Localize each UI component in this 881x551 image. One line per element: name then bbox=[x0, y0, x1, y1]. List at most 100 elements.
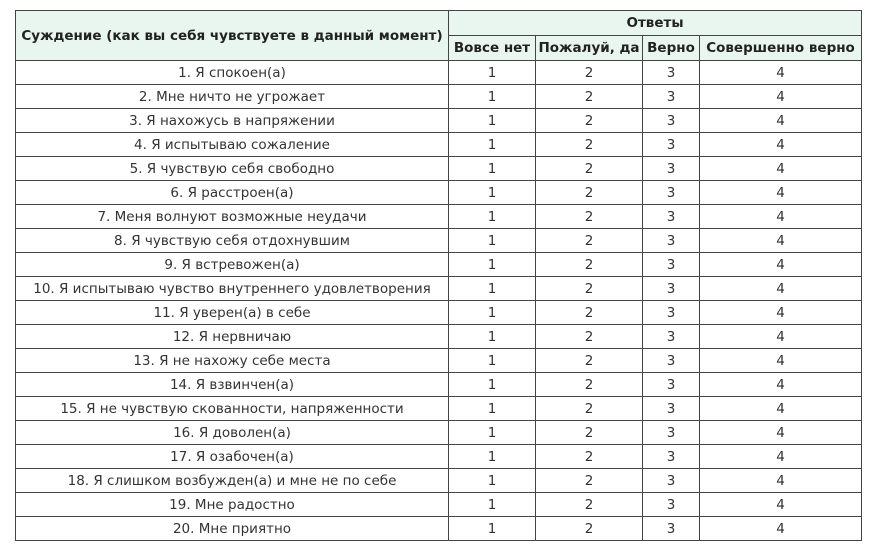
score-cell: 3 bbox=[642, 204, 700, 229]
score-cell: 1 bbox=[448, 444, 536, 469]
score-cell: 3 bbox=[642, 84, 700, 109]
table-header: Суждение (как вы себя чувствуете в данны… bbox=[15, 10, 863, 61]
score-cell: 1 bbox=[448, 372, 536, 397]
statement-cell: 1. Я спокоен(а) bbox=[15, 60, 449, 85]
column-header: Вовсе нет bbox=[448, 35, 536, 61]
table-row: 20. Мне приятно 1 2 3 4 bbox=[15, 516, 863, 541]
table-row: 1. Я спокоен(а) 1 2 3 4 bbox=[15, 60, 863, 85]
score-cell: 4 bbox=[698, 420, 863, 445]
statement-cell: 7. Меня волнуют возможные неудачи bbox=[15, 204, 449, 229]
score-cell: 1 bbox=[448, 420, 536, 445]
score-cell: 2 bbox=[535, 372, 643, 397]
score-cell: 2 bbox=[535, 324, 643, 349]
statement-cell: 9. Я встревожен(а) bbox=[15, 252, 449, 277]
statement-cell: 19. Мне радостно bbox=[15, 492, 449, 517]
score-cell: 1 bbox=[448, 132, 536, 157]
statement-cell: 5. Я чувствую себя свободно bbox=[15, 156, 449, 181]
score-cell: 2 bbox=[535, 348, 643, 373]
statement-cell: 11. Я уверен(а) в себе bbox=[15, 300, 449, 325]
score-cell: 2 bbox=[535, 204, 643, 229]
score-cell: 3 bbox=[642, 156, 700, 181]
score-cell: 3 bbox=[642, 132, 700, 157]
score-cell: 3 bbox=[642, 468, 700, 493]
score-cell: 4 bbox=[698, 516, 863, 541]
statement-cell: 17. Я озабочен(а) bbox=[15, 444, 449, 469]
score-cell: 2 bbox=[535, 252, 643, 277]
score-cell: 3 bbox=[642, 372, 700, 397]
table-row: 17. Я озабочен(а) 1 2 3 4 bbox=[15, 444, 863, 469]
score-cell: 4 bbox=[698, 204, 863, 229]
score-cell: 2 bbox=[535, 156, 643, 181]
table-row: 11. Я уверен(а) в себе 1 2 3 4 bbox=[15, 300, 863, 325]
score-cell: 2 bbox=[535, 468, 643, 493]
score-cell: 3 bbox=[642, 348, 700, 373]
score-cell: 4 bbox=[698, 492, 863, 517]
score-cell: 1 bbox=[448, 180, 536, 205]
score-cell: 2 bbox=[535, 444, 643, 469]
statement-cell: 13. Я не нахожу себе места bbox=[15, 348, 449, 373]
header-row: Вовсе нет Пожалуй, да Верно Совершенно верн… bbox=[16, 35, 863, 61]
score-cell: 4 bbox=[698, 84, 863, 109]
score-cell: 2 bbox=[535, 108, 643, 133]
score-cell: 1 bbox=[448, 228, 536, 253]
statement-cell: 3. Я нахожусь в напряжении bbox=[15, 108, 449, 133]
score-cell: 4 bbox=[698, 324, 863, 349]
header-row: Суждение (как вы себя чувствуете в данны… bbox=[15, 10, 863, 61]
score-cell: 3 bbox=[642, 396, 700, 421]
score-cell: 3 bbox=[642, 276, 700, 301]
statement-cell: 10. Я испытываю чувство внутреннего удов… bbox=[15, 276, 449, 301]
score-cell: 2 bbox=[535, 60, 643, 85]
statement-cell: 14. Я взвинчен(а) bbox=[15, 372, 449, 397]
statement-cell: 20. Мне приятно bbox=[15, 516, 449, 541]
column-header: Верно bbox=[642, 35, 700, 61]
score-cell: 4 bbox=[698, 180, 863, 205]
score-cell: 1 bbox=[448, 468, 536, 493]
table-row: 13. Я не нахожу себе места 1 2 3 4 bbox=[15, 348, 863, 373]
table-row: 3. Я нахожусь в напряжении 1 2 3 4 bbox=[15, 108, 863, 133]
score-cell: 1 bbox=[448, 492, 536, 517]
score-cell: 2 bbox=[535, 132, 643, 157]
table-row: 12. Я нервничаю 1 2 3 4 bbox=[15, 324, 863, 349]
score-cell: 4 bbox=[698, 348, 863, 373]
score-cell: 4 bbox=[698, 132, 863, 157]
score-cell: 1 bbox=[448, 276, 536, 301]
table-row: 8. Я чувствую себя отдохнувшим 1 2 3 4 bbox=[15, 228, 863, 253]
table-row: 18. Я слишком возбужден(а) и мне не по с… bbox=[15, 468, 863, 493]
score-cell: 4 bbox=[698, 444, 863, 469]
score-cell: 1 bbox=[448, 204, 536, 229]
score-cell: 4 bbox=[698, 252, 863, 277]
column-header: Пожалуй, да bbox=[535, 35, 643, 61]
score-cell: 3 bbox=[642, 228, 700, 253]
score-cell: 2 bbox=[535, 276, 643, 301]
statement-cell: 4. Я испытываю сожаление bbox=[15, 132, 449, 157]
score-cell: 1 bbox=[448, 60, 536, 85]
score-cell: 2 bbox=[535, 228, 643, 253]
statement-cell: 15. Я не чувствую скованности, напряженн… bbox=[15, 396, 449, 421]
table-row: 9. Я встревожен(а) 1 2 3 4 bbox=[15, 252, 863, 277]
statement-cell: 8. Я чувствую себя отдохнувшим bbox=[15, 228, 449, 253]
score-cell: 3 bbox=[642, 492, 700, 517]
score-cell: 4 bbox=[698, 228, 863, 253]
score-cell: 1 bbox=[448, 516, 536, 541]
score-cell: 2 bbox=[535, 492, 643, 517]
score-cell: 2 bbox=[535, 84, 643, 109]
table-row: 15. Я не чувствую скованности, напряженн… bbox=[15, 396, 863, 421]
score-cell: 4 bbox=[698, 108, 863, 133]
table-row: 19. Мне радостно 1 2 3 4 bbox=[15, 492, 863, 517]
table-row: 4. Я испытываю сожаление 1 2 3 4 bbox=[15, 132, 863, 157]
score-cell: 2 bbox=[535, 516, 643, 541]
score-cell: 1 bbox=[448, 348, 536, 373]
score-cell: 3 bbox=[642, 516, 700, 541]
table-row: 7. Меня волнуют возможные неудачи 1 2 3 4 bbox=[15, 204, 863, 229]
questionnaire-table: Суждение (как вы себя чувствуете в данны… bbox=[15, 10, 863, 541]
score-cell: 2 bbox=[535, 180, 643, 205]
statement-cell: 16. Я доволен(а) bbox=[15, 420, 449, 445]
score-cell: 4 bbox=[698, 60, 863, 85]
score-cell: 1 bbox=[448, 324, 536, 349]
score-cell: 3 bbox=[642, 324, 700, 349]
score-cell: 3 bbox=[642, 180, 700, 205]
score-cell: 2 bbox=[535, 420, 643, 445]
statement-cell: 2. Мне ничто не угрожает bbox=[15, 84, 449, 109]
column-header: Совершенно верно bbox=[698, 35, 863, 61]
